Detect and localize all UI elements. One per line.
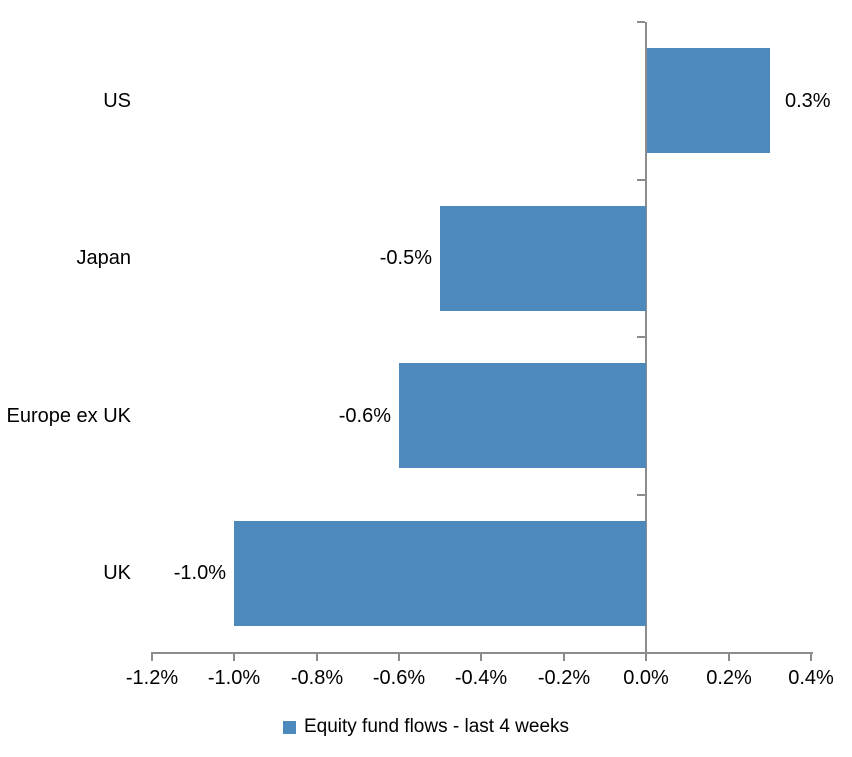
category-label: UK — [103, 562, 131, 584]
category-tick — [637, 21, 645, 23]
x-axis-tick — [480, 652, 482, 661]
x-axis-tick — [316, 652, 318, 661]
x-tick-label: -1.0% — [207, 667, 261, 689]
bar — [234, 521, 646, 626]
x-axis-tick — [233, 652, 235, 661]
x-tick-label: -0.6% — [372, 667, 426, 689]
bar — [440, 206, 646, 311]
x-tick-label: -1.2% — [125, 667, 179, 689]
bar-data-label: 0.3% — [785, 90, 831, 112]
bar — [647, 48, 770, 153]
x-tick-label: -0.2% — [537, 667, 591, 689]
category-label: Japan — [76, 247, 132, 269]
bar-data-label: -0.5% — [379, 247, 432, 269]
category-tick — [637, 336, 645, 338]
legend-label: Equity fund flows - last 4 weeks — [303, 716, 570, 737]
x-tick-label: -0.4% — [454, 667, 508, 689]
x-axis-line — [152, 652, 813, 654]
x-axis-tick — [398, 652, 400, 661]
category-tick — [637, 179, 645, 181]
x-axis-tick — [151, 652, 153, 661]
legend: Equity fund flows - last 4 weeks — [0, 714, 852, 740]
x-axis-tick — [563, 652, 565, 661]
category-label: Europe ex UK — [6, 405, 131, 427]
category-label: US — [103, 90, 131, 112]
bar-data-label: -0.6% — [338, 405, 391, 427]
x-tick-label: 0.4% — [788, 667, 834, 689]
x-axis-tick — [810, 652, 812, 661]
zero-axis-line — [645, 22, 647, 652]
legend-swatch-icon — [282, 720, 296, 734]
x-tick-label: -0.8% — [290, 667, 344, 689]
x-axis-tick — [645, 652, 647, 661]
x-axis-tick — [728, 652, 730, 661]
x-tick-label: 0.0% — [623, 667, 669, 689]
x-tick-label: 0.2% — [706, 667, 752, 689]
category-tick — [637, 494, 645, 496]
bar-data-label: -1.0% — [173, 562, 226, 584]
bar — [399, 363, 646, 468]
